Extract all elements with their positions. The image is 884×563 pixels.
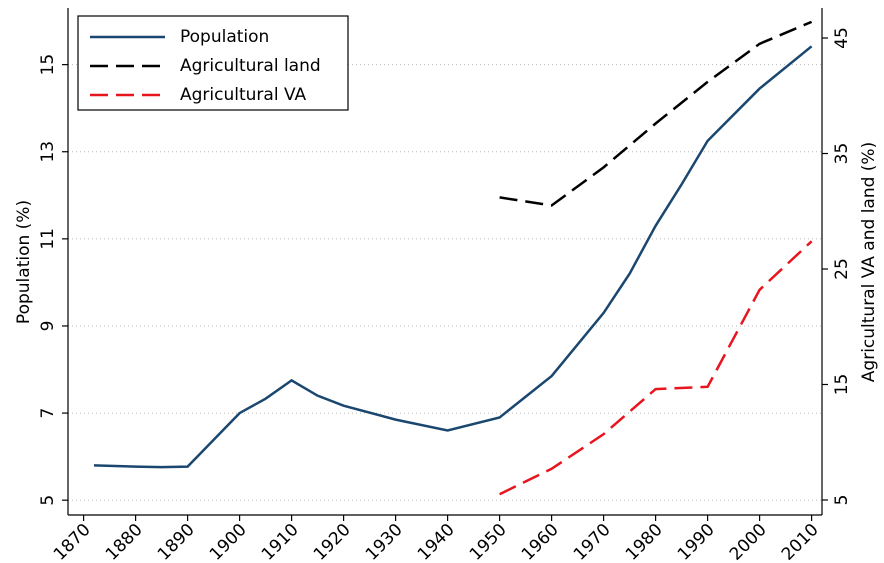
x-tick-label: 2000 xyxy=(726,520,771,563)
x-tick-label: 1940 xyxy=(414,520,459,563)
y-tick-label: 15 xyxy=(38,54,58,76)
series-line xyxy=(499,240,813,496)
x-tick-label: 1930 xyxy=(362,520,407,563)
x-tick-label: 1990 xyxy=(674,520,719,563)
y-tick-label: 5 xyxy=(38,495,58,506)
x-tick-label: 1960 xyxy=(518,520,563,563)
x-tick-label: 1890 xyxy=(154,520,199,563)
legend-label: Agricultural land xyxy=(180,56,321,76)
legend-label: Population xyxy=(180,27,269,47)
x-tick-label: 2010 xyxy=(778,520,823,563)
y2-tick-label: 5 xyxy=(832,495,852,506)
y-axis-title: Population (%) xyxy=(14,200,34,324)
legend: Population Agricultural land Agricultural … xyxy=(77,15,349,111)
x-tick-label: 1900 xyxy=(206,520,251,563)
series-line xyxy=(93,45,813,469)
x-tick-label: 1970 xyxy=(570,520,615,563)
y-tick-label: 13 xyxy=(38,141,58,163)
y-tick-label: 7 xyxy=(38,408,58,419)
x-tick-label: 1920 xyxy=(310,520,355,563)
x-tick-label: 1980 xyxy=(622,520,667,563)
y-tick-label: 11 xyxy=(38,228,58,250)
y2-tick-label: 45 xyxy=(832,27,852,49)
series-line xyxy=(499,20,813,207)
y-tick-label: 9 xyxy=(38,321,58,332)
y2-tick-label: 15 xyxy=(832,374,852,396)
x-tick-label: 1880 xyxy=(102,520,147,563)
x-tick-label: 1870 xyxy=(50,520,95,563)
legend-label: Agricultural VA xyxy=(180,85,306,105)
x-tick-label: 1910 xyxy=(258,520,303,563)
y2-tick-label: 35 xyxy=(832,143,852,165)
y2-tick-label: 25 xyxy=(832,258,852,280)
x-tick-label: 1950 xyxy=(466,520,511,563)
y2-axis-title: Agricultural VA and land (%) xyxy=(859,142,879,382)
